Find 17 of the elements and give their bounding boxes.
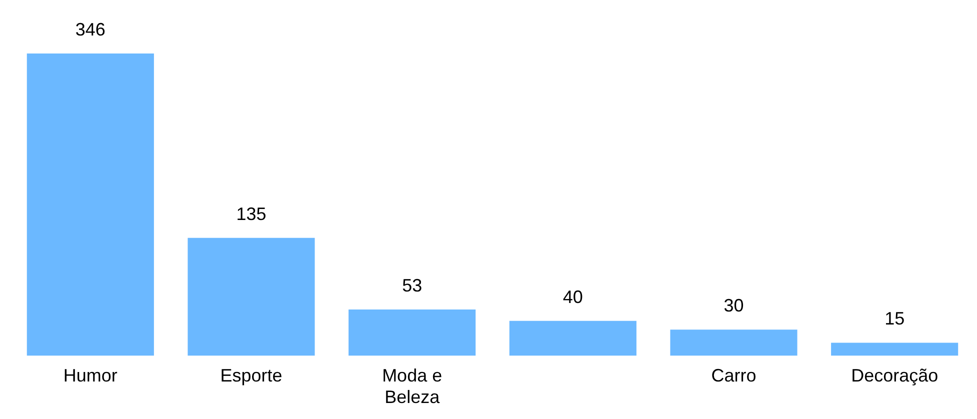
bar bbox=[831, 342, 958, 356]
data-label: 135 bbox=[236, 204, 266, 224]
bar bbox=[670, 330, 798, 356]
bar bbox=[188, 238, 315, 356]
x-tick-label: Carro bbox=[711, 366, 756, 386]
data-label: 15 bbox=[884, 308, 905, 329]
x-tick-label: Decoração bbox=[851, 366, 938, 386]
bar bbox=[348, 309, 476, 356]
data-label: 53 bbox=[402, 275, 422, 296]
data-label: 30 bbox=[724, 296, 744, 316]
data-label: 346 bbox=[75, 19, 106, 40]
bar bbox=[509, 320, 636, 356]
bar bbox=[26, 53, 154, 356]
x-tick-label: Moda e Beleza bbox=[382, 366, 442, 408]
data-label: 40 bbox=[562, 286, 583, 307]
x-tick-label: Esporte bbox=[220, 366, 282, 386]
x-tick-label: Humor bbox=[63, 366, 118, 386]
